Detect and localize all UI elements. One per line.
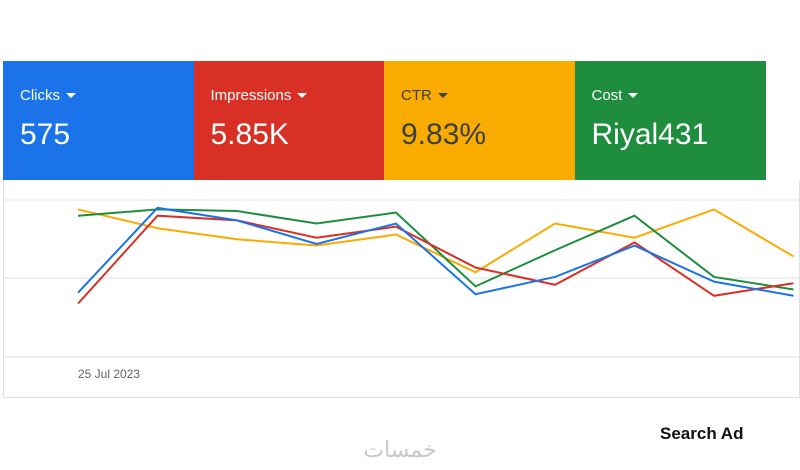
logo: خمسات xyxy=(363,437,436,462)
caption: Search Ad xyxy=(660,424,743,443)
metric-label[interactable]: Impressions xyxy=(211,87,385,104)
dropdown-arrow[interactable] xyxy=(66,93,76,98)
dropdown-arrow[interactable] xyxy=(297,93,308,98)
dropdown-arrow[interactable] xyxy=(628,93,639,98)
metric-label-text: Clicks xyxy=(20,87,60,104)
metric-value: 9.83% xyxy=(401,118,487,151)
metric-label-text: Cost xyxy=(591,87,623,104)
metric-label[interactable]: Cost xyxy=(592,87,766,104)
metric-label-text: Impressions xyxy=(210,87,292,104)
series-line xyxy=(77,206,794,297)
metric-card[interactable]: Impressions 5.85K xyxy=(193,61,385,180)
x-tick-label: 25 Jul 2023 xyxy=(78,367,140,381)
dropdown-arrow[interactable] xyxy=(437,93,448,98)
metric-label-text: CTR xyxy=(401,87,432,104)
metric-label[interactable]: CTR xyxy=(401,87,575,104)
metric-value: Riyal431 xyxy=(591,118,709,151)
series-line xyxy=(77,208,795,274)
metric-value: 575 xyxy=(20,118,71,151)
series-line xyxy=(77,214,794,305)
metric-value: 5.85K xyxy=(210,118,289,151)
metric-label[interactable]: Clicks xyxy=(20,87,194,104)
metric-card[interactable]: Clicks 575 xyxy=(3,61,194,180)
series-line xyxy=(77,208,794,291)
metric-card[interactable]: CTR 9.83% xyxy=(384,61,575,180)
metric-card[interactable]: Cost Riyal431 xyxy=(574,61,766,180)
